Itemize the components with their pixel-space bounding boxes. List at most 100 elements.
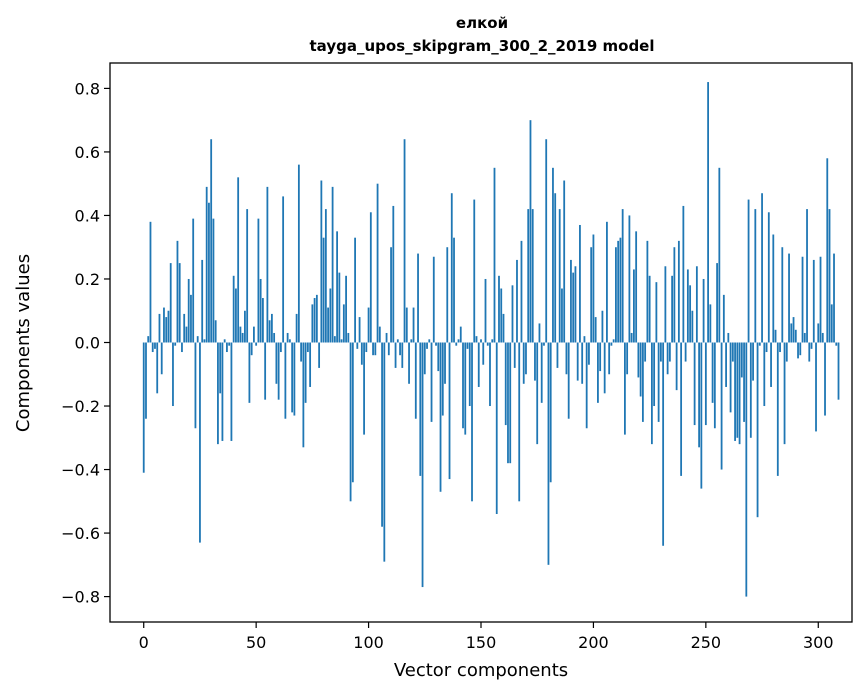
- bar: [268, 320, 271, 343]
- bar: [552, 167, 554, 343]
- bar: [709, 304, 712, 343]
- bar: [779, 342, 781, 353]
- bar: [572, 272, 575, 343]
- bar: [311, 304, 314, 343]
- bar: [471, 342, 473, 502]
- bar: [713, 342, 716, 429]
- bar: [536, 342, 539, 445]
- bar: [556, 342, 559, 368]
- bar: [498, 275, 500, 343]
- bar: [151, 342, 154, 353]
- bar: [617, 240, 620, 343]
- bar: [601, 310, 604, 343]
- bar: [612, 339, 615, 343]
- bar: [300, 342, 303, 362]
- bar: [727, 332, 730, 343]
- bar: [695, 266, 698, 343]
- bar: [543, 342, 545, 346]
- bar: [819, 256, 822, 343]
- bar: [262, 298, 264, 343]
- bar: [502, 313, 505, 343]
- bar: [297, 164, 300, 343]
- bar: [765, 342, 768, 353]
- bar: [686, 269, 689, 343]
- bar: [664, 266, 667, 343]
- bar: [576, 342, 579, 381]
- bar: [610, 342, 613, 346]
- bar: [210, 139, 213, 343]
- bar: [358, 317, 361, 343]
- bar: [192, 218, 195, 343]
- bar: [403, 139, 406, 343]
- bar: [747, 199, 750, 343]
- bar: [309, 342, 312, 387]
- chart-subtitle: tayga_upos_skipgram_300_2_2019 model: [310, 37, 655, 55]
- bar: [718, 167, 721, 343]
- bar: [291, 342, 294, 413]
- bar: [246, 209, 249, 343]
- bar: [255, 342, 258, 346]
- bar: [799, 342, 802, 356]
- bar: [419, 342, 422, 476]
- bar: [597, 342, 599, 403]
- y-axis-label: Components values: [13, 254, 34, 432]
- bar: [740, 342, 743, 378]
- bar: [626, 342, 629, 375]
- bar: [531, 209, 534, 343]
- bar: [500, 288, 503, 343]
- plot-frame: [109, 62, 853, 623]
- bar: [810, 342, 813, 349]
- bar: [637, 342, 640, 378]
- bar: [412, 307, 415, 343]
- bar: [187, 278, 190, 343]
- bar: [691, 310, 694, 343]
- x-tick-label: 200: [578, 633, 609, 652]
- bar: [273, 332, 276, 343]
- bar: [365, 342, 368, 353]
- x-tick-label: 150: [466, 633, 497, 652]
- bar: [662, 342, 665, 546]
- bar: [217, 342, 219, 445]
- bar: [468, 342, 471, 407]
- bar: [837, 342, 840, 400]
- bar: [803, 332, 806, 343]
- bar: [169, 263, 172, 343]
- bar: [176, 240, 179, 343]
- bar: [743, 342, 745, 422]
- bar: [655, 282, 658, 343]
- y-tick-label: 0.4: [75, 206, 100, 225]
- bar: [320, 180, 323, 343]
- bar: [223, 339, 226, 343]
- bar: [785, 342, 788, 362]
- bar: [201, 259, 204, 343]
- bar: [435, 342, 437, 346]
- bar: [792, 317, 795, 343]
- bar: [700, 342, 703, 489]
- bar: [635, 231, 638, 343]
- bar: [671, 275, 674, 343]
- bar: [363, 342, 365, 435]
- bar: [763, 342, 766, 407]
- bar: [774, 329, 777, 343]
- bar: [381, 342, 383, 527]
- bar: [203, 339, 206, 343]
- bar: [603, 342, 606, 394]
- bar: [561, 288, 563, 343]
- bar: [538, 323, 541, 343]
- y-axis-ticks: −0.8 −0.6 −0.4 −0.2 0.0 0.2 0.4 0.6 0.8: [61, 79, 110, 607]
- bar: [477, 342, 480, 387]
- bar: [738, 342, 741, 445]
- bar: [405, 307, 408, 343]
- x-tick-label: 100: [353, 633, 384, 652]
- bar: [599, 342, 602, 372]
- bar: [275, 342, 278, 384]
- bar: [221, 342, 224, 441]
- bar: [241, 332, 244, 343]
- bar: [145, 342, 147, 419]
- bar: [702, 278, 705, 343]
- x-tick-label: 250: [691, 633, 722, 652]
- bar: [219, 342, 222, 394]
- bar: [149, 221, 152, 343]
- bar: [504, 342, 507, 426]
- bar: [815, 342, 817, 432]
